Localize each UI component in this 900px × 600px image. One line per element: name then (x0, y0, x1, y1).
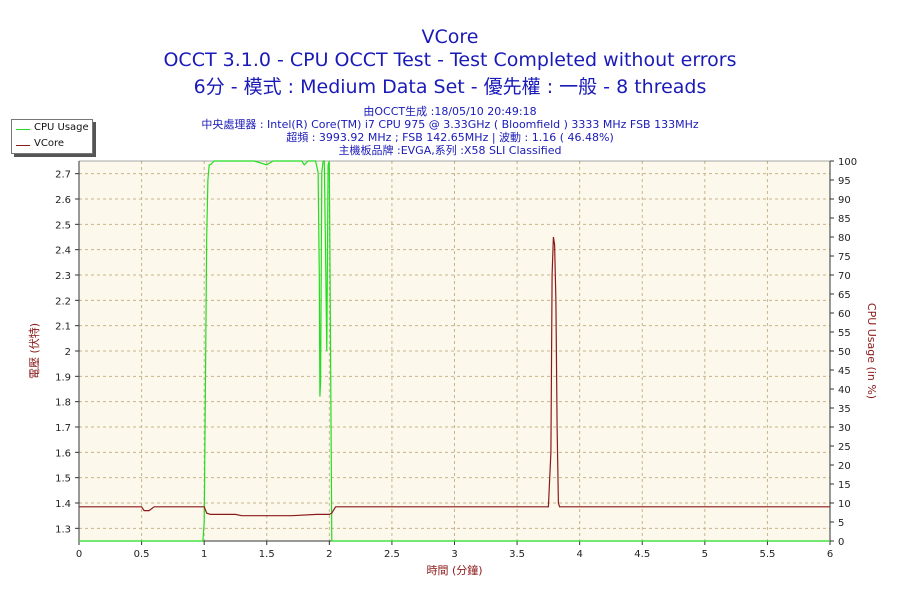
x-tick-label: 1 (201, 549, 207, 560)
chart-subtitle-mode: 6分 - 模式 : Medium Data Set - 優先權 : 一般 - 8… (193, 76, 707, 98)
x-tick-label: 1.5 (259, 549, 275, 560)
x-tick-label: 4.5 (634, 549, 650, 560)
y-right-tick-label: 50 (838, 347, 851, 358)
chart-title: VCore (421, 26, 479, 48)
y-right-tick-label: 20 (838, 461, 851, 472)
x-axis-title: 時間 (分鐘) (426, 563, 482, 577)
y-right-tick-label: 30 (838, 423, 851, 434)
y-right-tick-label: 70 (838, 271, 851, 282)
y-left-tick-label: 1.9 (55, 372, 71, 383)
y-right-tick-label: 100 (838, 157, 857, 168)
y-left-tick-label: 2.5 (55, 220, 71, 231)
legend-swatch-cpu-usage (16, 129, 30, 130)
y-right-tick-label: 10 (838, 499, 851, 510)
legend-item-cpu-usage: CPU Usage (12, 122, 92, 136)
y-left-tick-label: 1.8 (55, 398, 71, 409)
legend-item-vcore: VCore (12, 138, 92, 152)
series-line-cpu-usage (79, 160, 830, 542)
y-left-tick-label: 2.6 (55, 195, 71, 206)
y-right-tick-label: 5 (838, 518, 844, 529)
y-right-tick-label: 80 (838, 233, 851, 244)
chart-subtitle-test: OCCT 3.1.0 - CPU OCCT Test - Test Comple… (163, 49, 737, 71)
info-cpu: 中央處理器 : Intel(R) Core(TM) i7 CPU 975 @ 3… (201, 118, 699, 131)
legend: CPU Usage VCore (11, 119, 93, 154)
x-tick-label: 5.5 (759, 549, 775, 560)
y-left-tick-label: 2.7 (55, 170, 71, 181)
y-left-axis-title: 電壓 (伏特) (27, 323, 41, 379)
y-left-tick-label: 1.3 (55, 524, 71, 535)
info-overclock: 超頻 : 3993.92 MHz ; FSB 142.65MHz | 波動 : … (286, 131, 614, 144)
x-tick-label: 2 (326, 549, 332, 560)
x-tick-label: 3.5 (509, 549, 525, 560)
x-tick-label: 0.5 (134, 549, 150, 560)
info-generated: 由OCCT生成 :18/05/10 20:49:18 (363, 105, 537, 118)
y-left-tick-label: 2.2 (55, 296, 71, 307)
y-right-tick-label: 75 (838, 252, 851, 263)
x-tick-label: 4 (576, 549, 582, 560)
y-right-tick-label: 95 (838, 176, 851, 187)
x-tick-label: 0 (76, 549, 82, 560)
y-right-tick-label: 85 (838, 214, 851, 225)
y-right-tick-label: 90 (838, 195, 851, 206)
x-tick-label: 3 (451, 549, 457, 560)
y-left-tick-label: 1.4 (55, 499, 71, 510)
y-left-tick-label: 1.7 (55, 423, 71, 434)
y-right-tick-label: 0 (838, 537, 844, 548)
x-tick-label: 2.5 (384, 549, 400, 560)
legend-label-cpu-usage: CPU Usage (34, 122, 89, 133)
y-left-tick-label: 2.1 (55, 322, 71, 333)
y-left-tick-label: 2.4 (55, 246, 71, 257)
y-left-tick-label: 1.5 (55, 474, 71, 485)
series-line-vcore (79, 236, 830, 517)
info-motherboard: 主機板品牌 :EVGA,系列 :X58 SLI Classified (338, 144, 562, 157)
y-left-tick-label: 1.6 (55, 448, 71, 459)
x-tick-label: 6 (827, 549, 833, 560)
y-right-tick-label: 40 (838, 385, 851, 396)
y-right-axis-title: CPU Usage (in %) (865, 303, 878, 399)
legend-label-vcore: VCore (34, 138, 64, 149)
y-right-tick-label: 15 (838, 480, 851, 491)
y-left-tick-label: 2.3 (55, 271, 71, 282)
y-left-tick-label: 2 (65, 347, 71, 358)
y-right-tick-label: 55 (838, 328, 851, 339)
legend-swatch-vcore (16, 145, 30, 146)
x-tick-label: 5 (702, 549, 708, 560)
y-right-tick-label: 25 (838, 442, 851, 453)
y-right-tick-label: 45 (838, 366, 851, 377)
y-right-tick-label: 65 (838, 290, 851, 301)
y-right-tick-label: 60 (838, 309, 851, 320)
y-right-tick-label: 35 (838, 404, 851, 415)
